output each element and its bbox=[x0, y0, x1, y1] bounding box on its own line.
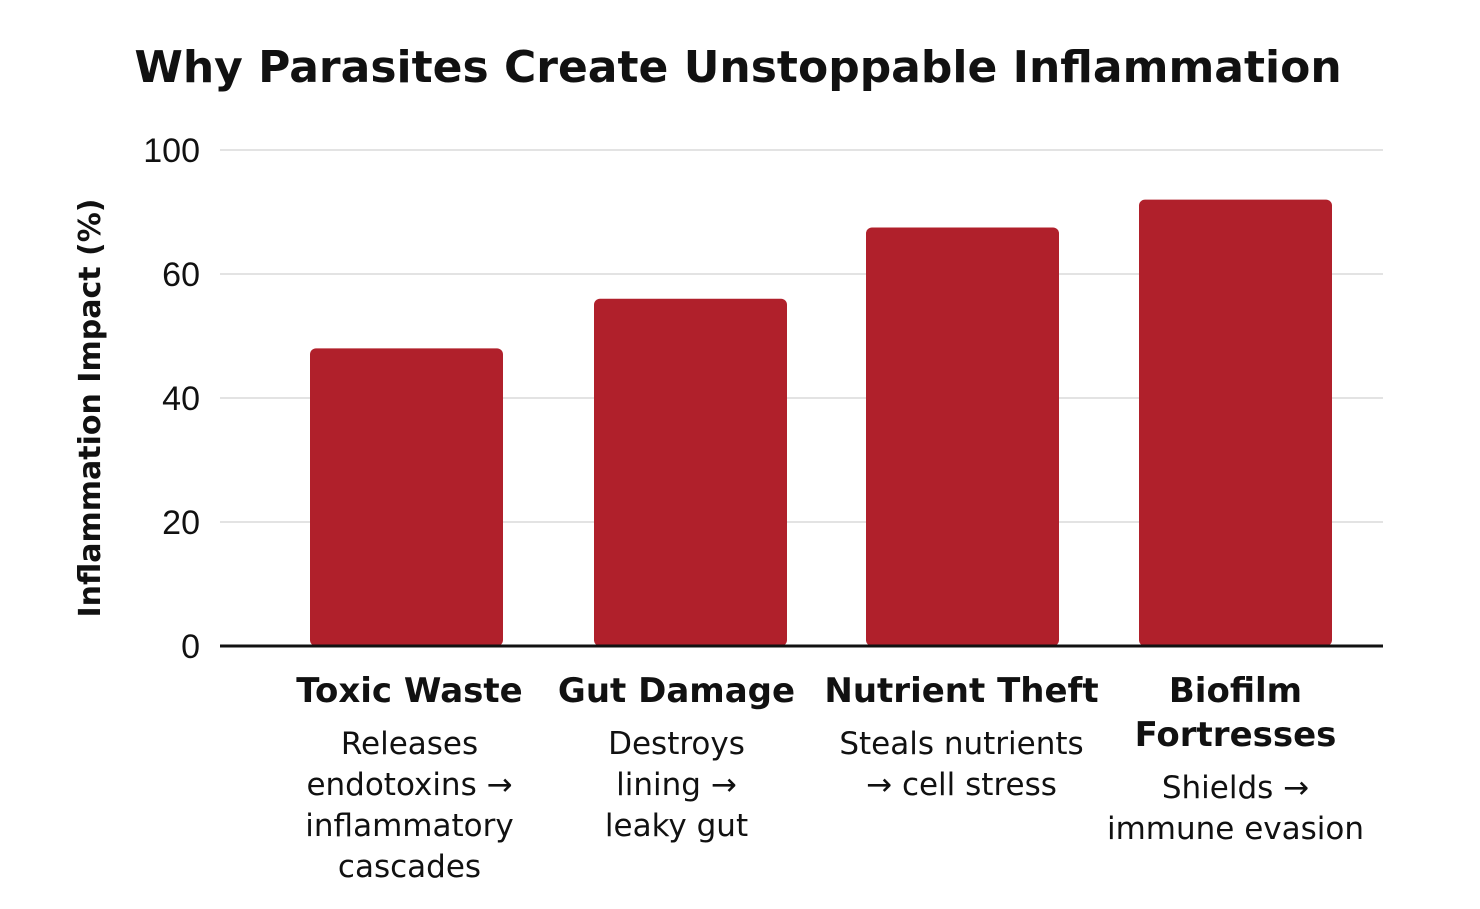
x-category-description: leaky gut bbox=[605, 808, 748, 844]
x-category-description: → cell stress bbox=[866, 767, 1057, 803]
x-category-label: Toxic Waste bbox=[296, 671, 522, 711]
x-category-label: Gut Damage bbox=[558, 671, 795, 711]
x-category-description: Releases bbox=[341, 726, 478, 762]
y-tick-label: 100 bbox=[143, 132, 200, 170]
x-category-label: Fortresses bbox=[1135, 715, 1337, 755]
y-axis-ticks: 0 20 40 60 100 bbox=[143, 132, 200, 666]
bar bbox=[866, 227, 1059, 646]
bar bbox=[594, 298, 787, 646]
x-category-description: immune evasion bbox=[1107, 811, 1364, 847]
bar bbox=[1139, 199, 1332, 646]
x-category-label: Nutrient Theft bbox=[824, 671, 1098, 711]
x-category-description: Steals nutrients bbox=[839, 726, 1083, 762]
x-category-description: cascades bbox=[338, 849, 481, 885]
chart-title: Why Parasites Create Unstoppable Inflamm… bbox=[134, 42, 1341, 93]
y-axis-label: Inflammation Impact (%) bbox=[73, 199, 108, 618]
x-category-description: Shields → bbox=[1162, 770, 1309, 806]
y-tick-label: 20 bbox=[162, 504, 200, 542]
x-category-label: Biofilm bbox=[1169, 671, 1302, 711]
x-category-description: Destroys bbox=[608, 726, 745, 762]
x-category-description: inflammatory bbox=[305, 808, 513, 844]
x-category-description: lining → bbox=[616, 767, 737, 803]
bars bbox=[310, 199, 1332, 646]
y-tick-label: 60 bbox=[162, 256, 200, 294]
y-tick-label: 0 bbox=[181, 628, 200, 666]
bar bbox=[310, 348, 503, 646]
x-category-description: endotoxins → bbox=[306, 767, 512, 803]
y-tick-label: 40 bbox=[162, 380, 200, 418]
x-axis-categories: Toxic Waste Releases endotoxins → inflammat… bbox=[296, 671, 1364, 885]
